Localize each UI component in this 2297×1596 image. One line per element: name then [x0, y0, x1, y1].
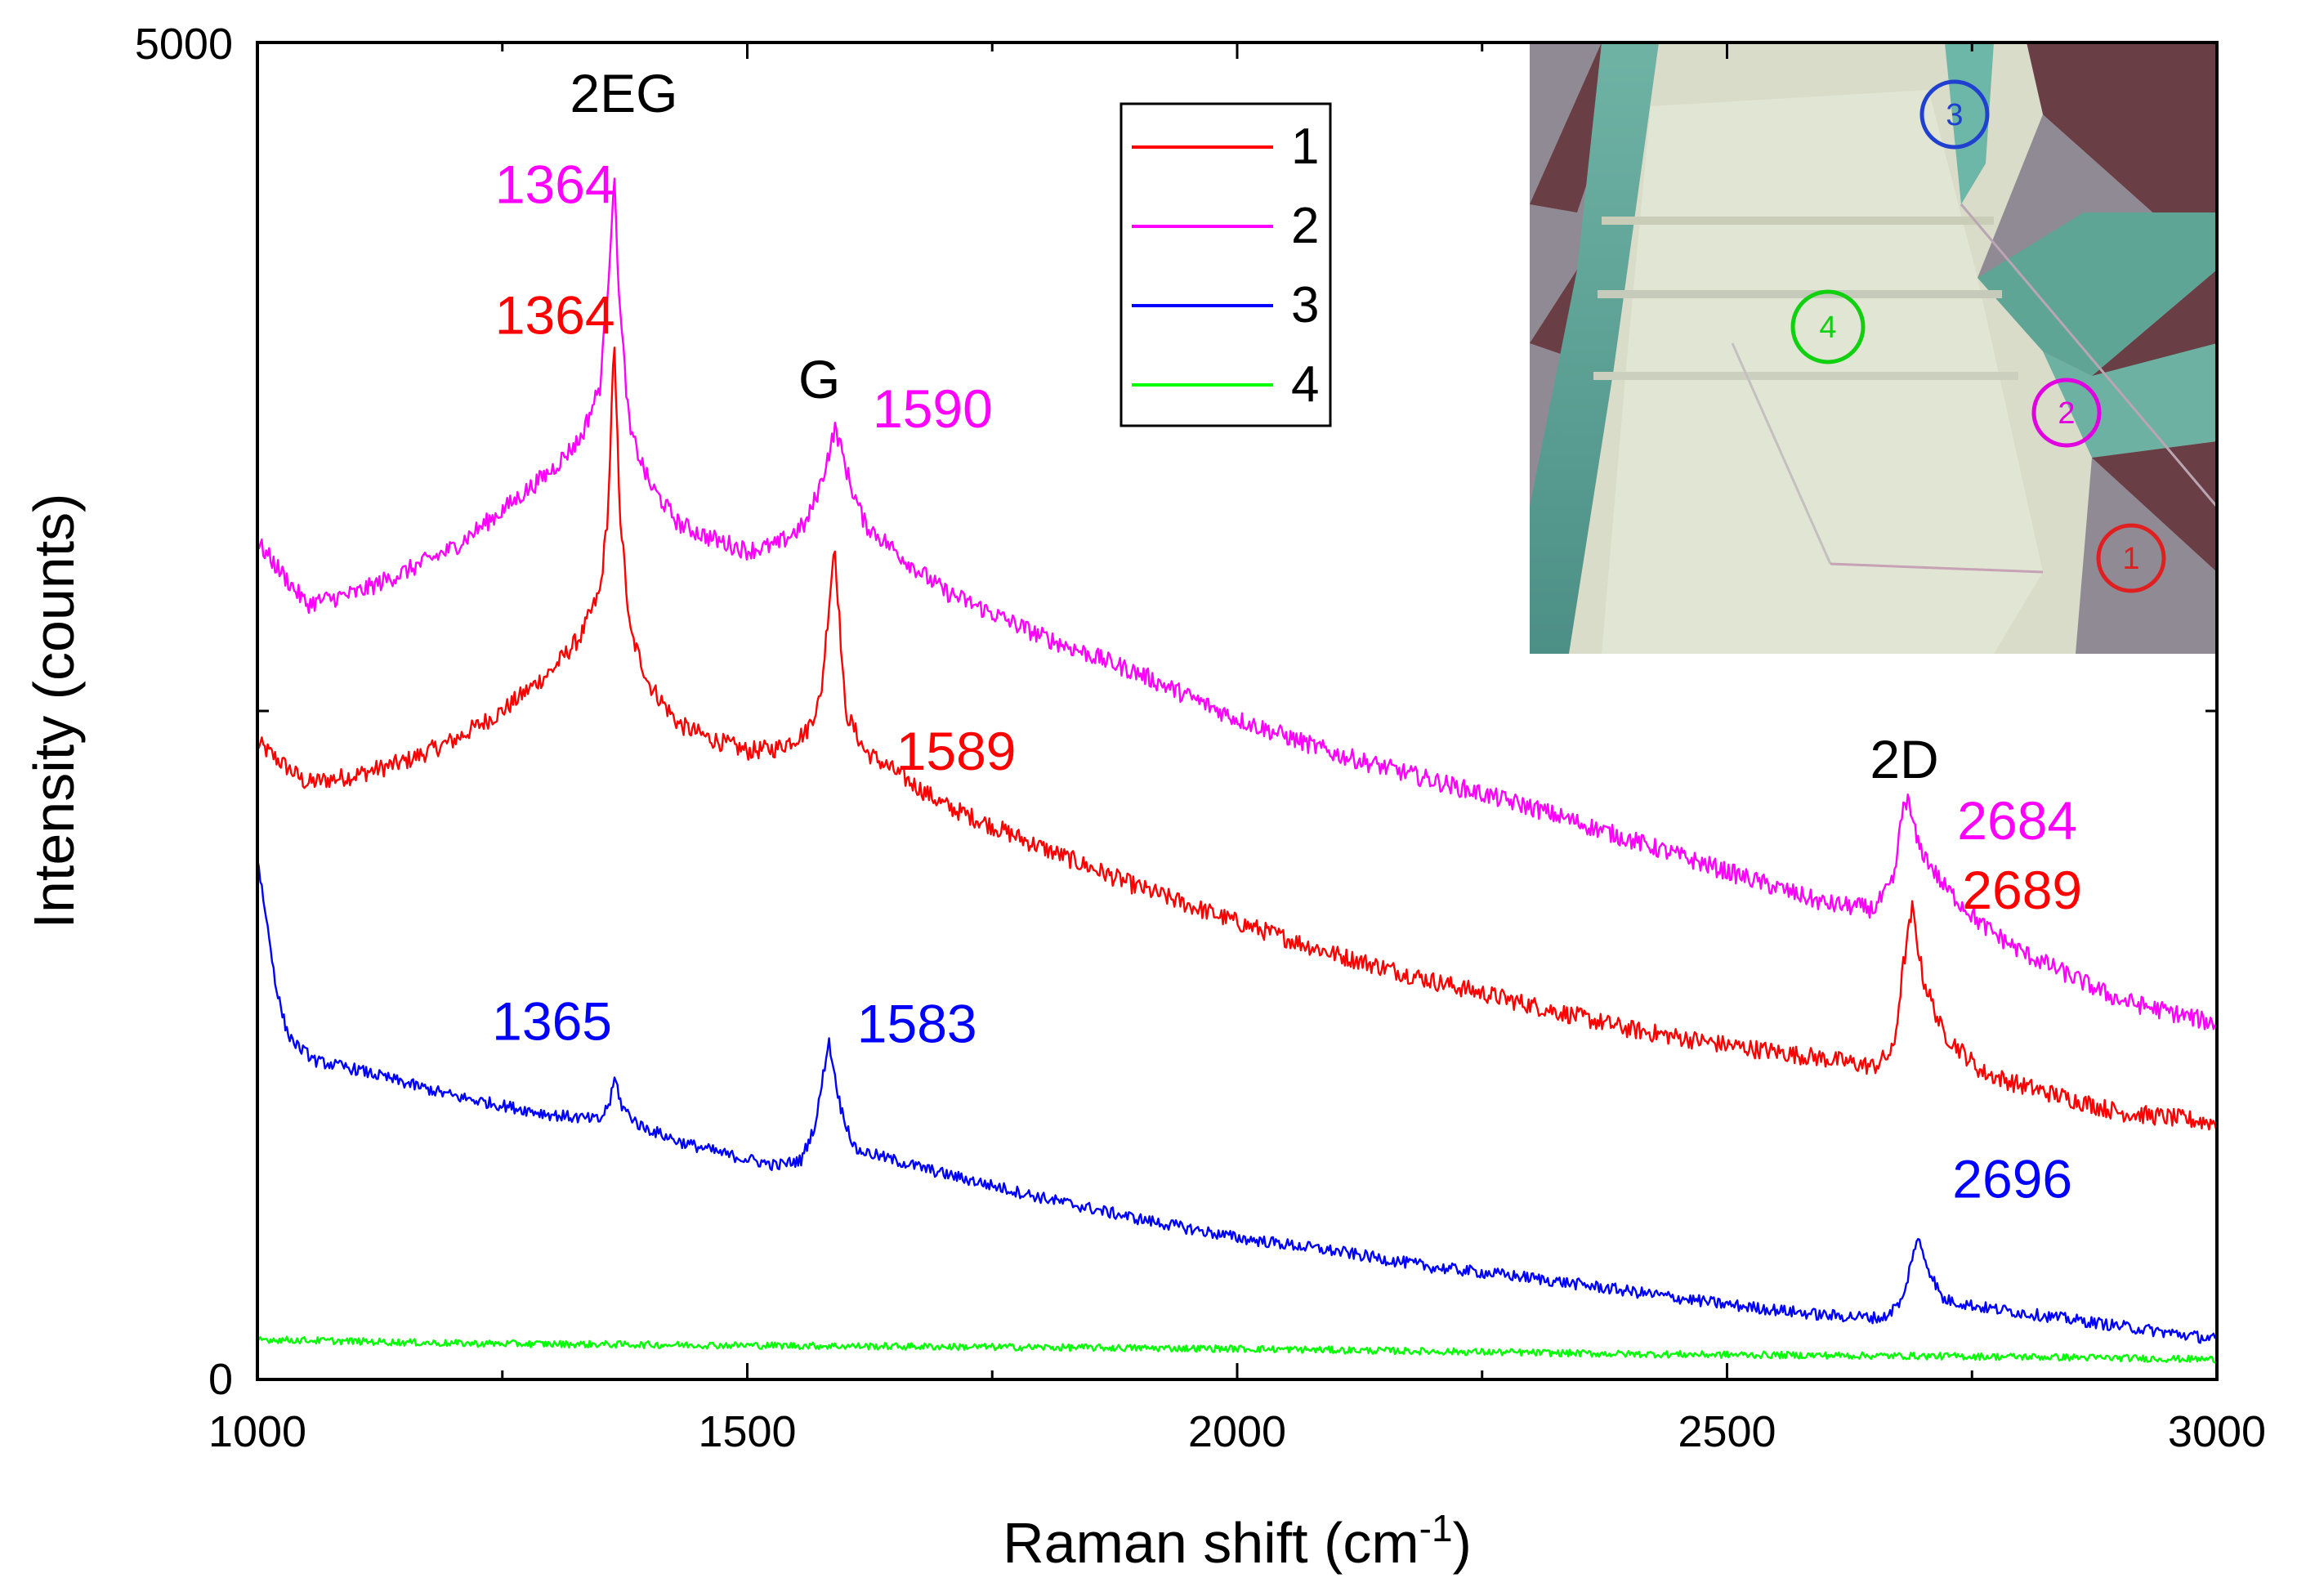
legend-label-4: 4 — [1291, 356, 1319, 413]
y-axis-label: Intensity (counts) — [22, 494, 86, 929]
peak-label: 1590 — [873, 378, 993, 439]
series-layer — [257, 177, 2217, 1364]
series-line-3 — [257, 859, 2217, 1344]
legend-entry-4: 4 — [1132, 356, 1319, 413]
inset-marker-2: 2 — [2031, 378, 2102, 448]
inset-marker-3-label: 3 — [1946, 98, 1963, 132]
peak-label: 1365 — [492, 991, 612, 1052]
x-tick-label: 1500 — [698, 1407, 796, 1456]
peak-label: 1583 — [857, 994, 977, 1054]
peak-annotations: 2EG 1364 1364 G 1590 1589 2D 2684 2689 1365 1583 26… — [492, 63, 2082, 1209]
peak-label: 1364 — [495, 285, 615, 346]
legend-label-1: 1 — [1291, 118, 1319, 175]
inset-marker-1: 1 — [2096, 523, 2166, 593]
y-tick-label: 0 — [208, 1355, 233, 1404]
optical-micrograph-inset: 1 2 3 4 — [1530, 42, 2219, 654]
legend: 1 2 3 4 — [1119, 102, 1332, 427]
peak-label: 2684 — [1957, 790, 2077, 851]
inset-marker-4: 4 — [1790, 289, 1866, 364]
legend-label-2: 2 — [1291, 198, 1319, 254]
series-line-2 — [257, 177, 2217, 1030]
legend-entry-2: 2 — [1132, 198, 1319, 254]
peak-label: 2689 — [1962, 860, 2082, 920]
x-axis-label-sup: -1 — [1419, 1507, 1453, 1549]
series-line-4 — [257, 1335, 2217, 1364]
x-axis-label-main: Raman shift (cm — [1003, 1511, 1419, 1575]
inset-marker-1-label: 1 — [2122, 542, 2139, 576]
x-tick-labels: 1000 1500 2000 2500 3000 — [208, 1407, 2266, 1456]
peak-label: 1589 — [896, 721, 1017, 781]
x-tick-label: 2000 — [1188, 1407, 1286, 1456]
y-tick-label: 5000 — [135, 20, 233, 69]
x-tick-label: 1000 — [208, 1407, 306, 1456]
y-tick-labels: 0 5000 — [135, 20, 233, 1404]
legend-label-3: 3 — [1291, 277, 1319, 333]
peak-label: 2EG — [570, 63, 677, 123]
peak-label: G — [798, 349, 840, 409]
ticks-layer — [256, 41, 2219, 1381]
peak-label: 2696 — [1952, 1149, 2072, 1209]
series-line-1 — [257, 346, 2217, 1131]
inset-marker-4-label: 4 — [1819, 311, 1836, 345]
x-axis-label-close: ) — [1453, 1511, 1472, 1575]
peak-label: 1364 — [495, 154, 615, 214]
x-axis-label: Raman shift (cm-1) — [1003, 1507, 1472, 1575]
peak-label: 2D — [1870, 729, 1938, 789]
legend-entry-3: 3 — [1132, 277, 1319, 333]
inset-marker-2-label: 2 — [2058, 396, 2075, 431]
inset-marker-3: 3 — [1919, 79, 1990, 150]
legend-box — [1119, 102, 1332, 427]
x-tick-label: 3000 — [2168, 1407, 2266, 1456]
x-tick-label: 2500 — [1678, 1407, 1776, 1456]
legend-entry-1: 1 — [1132, 118, 1319, 175]
